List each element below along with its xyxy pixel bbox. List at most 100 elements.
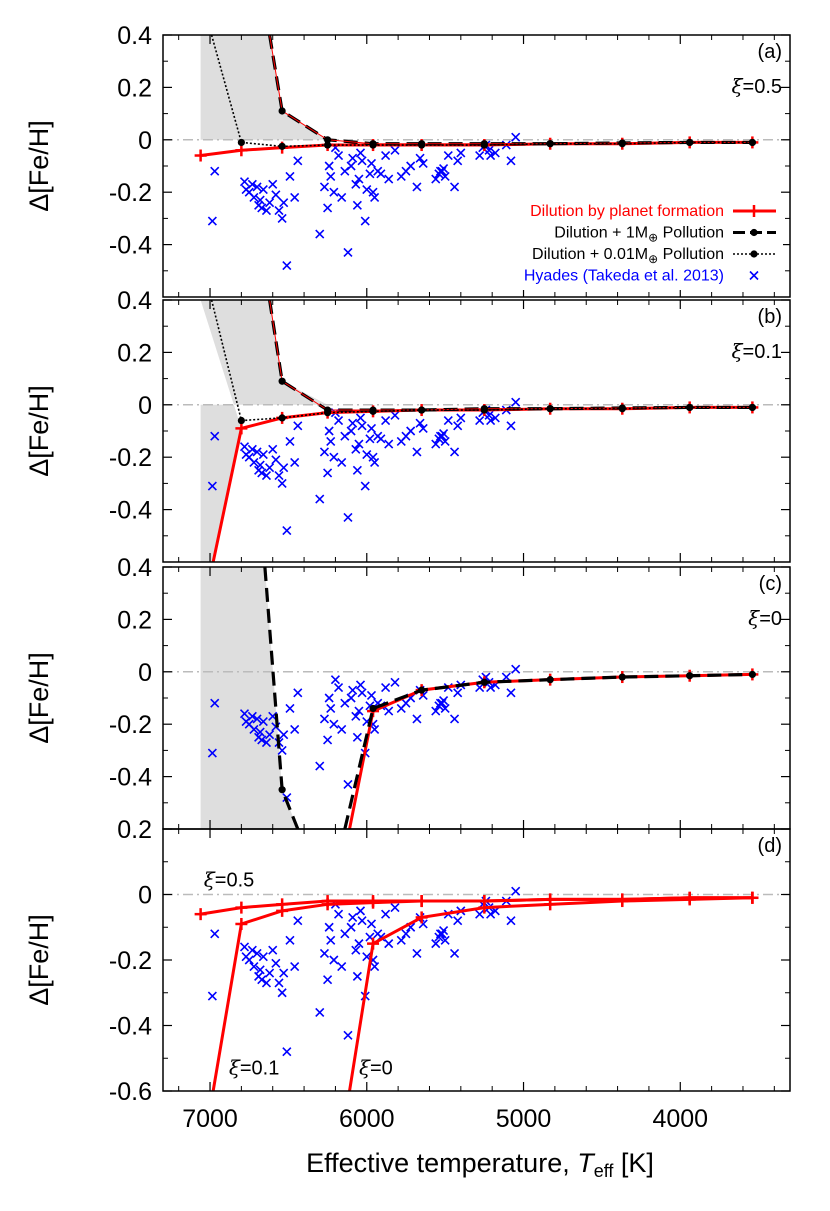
- panel-c-hyades-point: [511, 664, 521, 674]
- panel-a-panel-tag: (a): [758, 41, 782, 63]
- panel-a-y-tick-label: 0.4: [117, 22, 152, 50]
- panel-a-series-2-marker: [418, 141, 426, 149]
- panel-a-hyades-point: [257, 203, 267, 213]
- panel-c-series-2-line: [343, 672, 753, 829]
- panel-c-hyades-point: [258, 717, 268, 727]
- panel-c-hyades-point: [412, 714, 422, 724]
- panel-a-series-1-line: [268, 35, 753, 146]
- panel-c-hyades-point: [290, 724, 300, 735]
- panel-c-hyades-point: [247, 711, 257, 721]
- panel-d-hyades-point: [453, 916, 463, 926]
- panel-b-hyades-point: [406, 426, 416, 436]
- panel-a-hyades-point: [319, 182, 330, 192]
- panel-a-hyades-point: [323, 203, 333, 213]
- legend-swatch-001m-marker: [750, 250, 758, 258]
- panel-d-hyades-point: [323, 975, 333, 985]
- panel-c-hyades-point: [252, 714, 262, 724]
- panel-b-series-0-line: [211, 405, 753, 562]
- panel-d-plot-area: [163, 886, 790, 1091]
- panel-c-series-2-marker: [686, 672, 694, 680]
- panel-b-hyades-point: [274, 470, 284, 481]
- panel-d-hyades-point: [506, 916, 516, 926]
- panel-c-hyades-point: [431, 706, 441, 716]
- panel-c-hyades-point: [279, 730, 289, 740]
- panel-b-hyades-point: [475, 415, 485, 426]
- panel-a-hyades-point: [511, 132, 521, 142]
- panel-b-hyades-point: [239, 442, 250, 452]
- panel-c-hyades-point: [440, 703, 450, 714]
- panel-d-hyades-point: [247, 945, 257, 955]
- panel-a-series-2-marker: [618, 140, 626, 148]
- panel-b-series-2-marker: [323, 409, 332, 417]
- panel-b-hyades-point: [366, 423, 377, 433]
- panel-a-hyades-point: [274, 205, 284, 216]
- panel-c-hyades-point: [329, 719, 339, 729]
- panel-d-curve-label: ξ=0.1: [229, 1056, 280, 1080]
- panel-a-hyades-point: [362, 185, 372, 195]
- panel-d-hyades-point: [439, 925, 449, 936]
- panel-d-hyades-point: [274, 978, 284, 988]
- panel-b-hyades-point: [453, 421, 463, 431]
- panel-d-hyades-point: [239, 942, 250, 952]
- panel-a-hyades-point: [381, 150, 391, 161]
- panel-d-series-1-line: [211, 896, 753, 1091]
- panel-c-hyades-point: [384, 706, 394, 716]
- panel-a-shaded-region: [200, 35, 328, 140]
- panel-d-hyades-point: [390, 903, 400, 913]
- panel-b-series-2-marker: [278, 414, 286, 422]
- panel-b-hyades-point: [252, 447, 262, 457]
- panel-a-hyades-point: [324, 161, 334, 171]
- panel-d-y-axis-label: Δ[Fe/H]: [24, 914, 54, 1006]
- panel-b-hyades-point: [326, 436, 336, 447]
- panel-b-hyades-point: [365, 434, 375, 444]
- panel-b-hyades-point: [258, 450, 268, 460]
- panel-b-y-tick-label: -0.2: [109, 444, 152, 472]
- panel-a-hyades-point: [277, 213, 287, 223]
- panel-a-hyades-point: [354, 174, 364, 184]
- panel-b-hyades-point: [329, 452, 339, 462]
- panel-a-hyades-point: [261, 205, 272, 216]
- panel-d-hyades-point: [324, 922, 334, 932]
- panel-a-hyades-point: [337, 192, 347, 203]
- panel-b-hyades-point: [490, 413, 500, 423]
- panel-b-hyades-point: [384, 439, 394, 449]
- panel-a-hyades-point: [370, 192, 380, 203]
- x-tick-label: 7000: [182, 1105, 238, 1133]
- panel-b-y-tick-label: -0.4: [109, 497, 152, 525]
- panel-c-hyades-point: [352, 732, 362, 742]
- panel-b-hyades-point: [285, 436, 295, 447]
- panel-d: 0.2 0 -0.2 -0.4 -0.6 Δ[Fe/H] (d) ξ=0.5 ξ=0.1 ξ=0 7…: [24, 816, 791, 1133]
- panel-d-hyades-point: [255, 965, 265, 975]
- panel-a-hyades-point: [366, 158, 377, 168]
- panel-c-xi-label: ξ=0: [748, 606, 782, 630]
- panel-c-hyades-point: [390, 677, 400, 687]
- panel-a-hyades-point: [355, 148, 366, 158]
- panel-a-hyades-point: [351, 179, 361, 189]
- panel-d-hyades-point: [329, 955, 339, 965]
- panel-d-hyades-point: [290, 961, 300, 972]
- panel-b-series-2-marker: [618, 405, 626, 413]
- panel-b-hyades-point: [449, 447, 460, 457]
- panel-d-hyades-point: [265, 968, 275, 978]
- panel-c-hyades-point: [257, 735, 267, 745]
- panel-b-hyades-point: [346, 426, 356, 436]
- legend-swatch-hyades: [749, 270, 759, 281]
- panel-a-hyades-point: [456, 148, 466, 158]
- panel-b-hyades-point: [443, 415, 453, 426]
- panel-b-y-tick-label: 0: [138, 392, 152, 420]
- panel-d-hyades-point: [346, 922, 356, 932]
- panel-a-hyades-point: [210, 166, 220, 176]
- panel-b-hyades-point: [439, 429, 449, 439]
- panel-c-hyades-point: [506, 688, 516, 698]
- panel-d-hyades-point: [449, 948, 460, 959]
- panel-d-hyades-point: [249, 961, 259, 972]
- panel-a-hyades-point: [357, 156, 367, 166]
- panel-c-series-2-marker: [480, 678, 488, 686]
- panel-d-hyades-point: [333, 909, 344, 919]
- panel-d-series-2-line: [348, 896, 753, 1091]
- panel-b-series-2-marker: [546, 405, 554, 413]
- panel-a-hyades-point: [255, 195, 265, 205]
- panel-c-plot-area: [163, 567, 790, 829]
- panel-d-hyades-point: [352, 971, 362, 981]
- panel-c-hyades-point: [354, 706, 364, 716]
